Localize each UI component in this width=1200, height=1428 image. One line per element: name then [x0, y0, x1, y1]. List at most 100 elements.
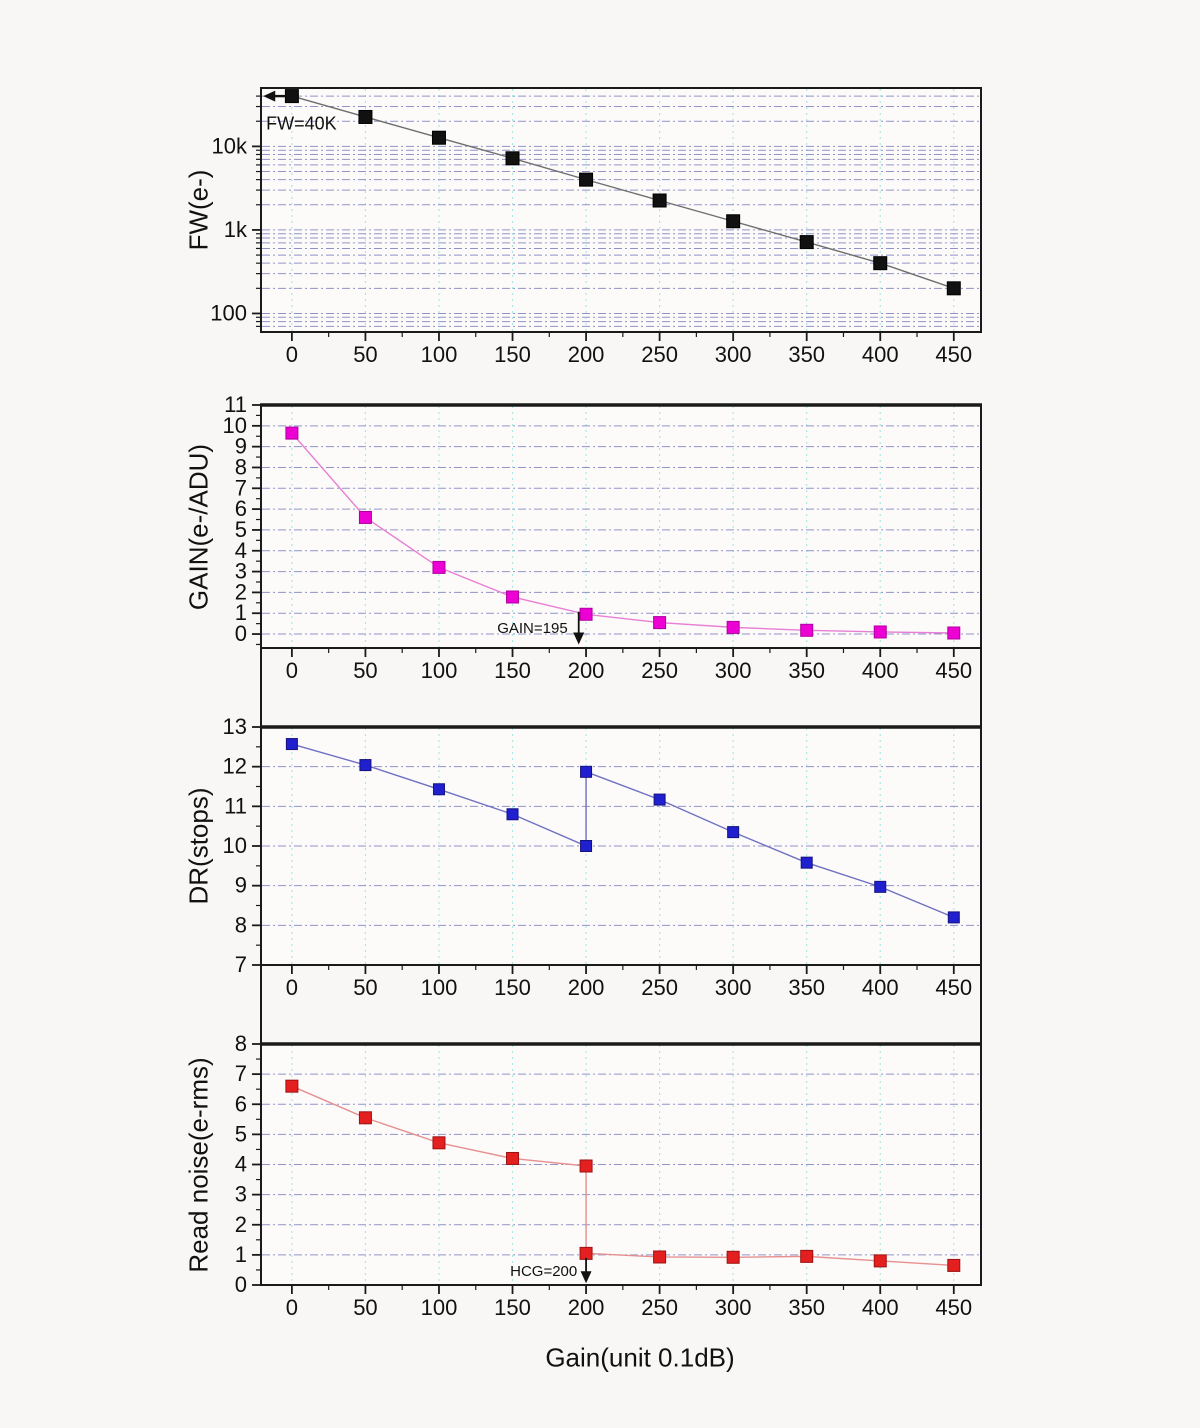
data-point-fw — [358, 109, 373, 124]
data-point-fw — [284, 89, 299, 104]
data-point-gain — [726, 620, 740, 634]
annotation-label-noise: HCG=200 — [510, 1263, 577, 1280]
data-point-gain — [579, 607, 593, 621]
y-tick-label: 4 — [235, 1152, 247, 1177]
y-tick-label: 0 — [235, 621, 247, 646]
y-tick-label: 1k — [224, 217, 248, 242]
x-tick-label: 100 — [421, 658, 458, 683]
x-tick-label: 150 — [494, 975, 531, 1000]
data-point-dr — [359, 759, 372, 772]
data-point-gain — [873, 625, 887, 639]
x-tick-label: 150 — [494, 342, 531, 367]
data-point-gain — [947, 626, 961, 640]
data-point-fw — [946, 281, 961, 296]
y-tick-label: 9 — [235, 434, 247, 459]
x-tick-label: 450 — [935, 658, 972, 683]
x-tick-label: 300 — [715, 1295, 752, 1320]
y-tick-label: 11 — [224, 793, 247, 818]
data-point-gain — [653, 616, 667, 630]
y-tick-label: 12 — [223, 754, 247, 779]
y-axis-title-fw: FW(e-) — [183, 169, 214, 251]
panel-dr: 7 8 9 10 11 12 13 0 50 100 150 200 250 300 350 400 450 — [223, 714, 982, 1000]
x-tick-label: 50 — [353, 658, 377, 683]
x-tick-label: 200 — [568, 658, 605, 683]
data-point-dr — [432, 783, 445, 796]
y-tick-label: 8 — [235, 912, 247, 937]
x-tick-label: 250 — [641, 342, 678, 367]
x-tick-label: 150 — [494, 658, 531, 683]
y-tick-label: 11 — [224, 392, 247, 417]
data-point-dr — [947, 911, 960, 924]
y-tick-label: 10k — [212, 133, 248, 158]
y-tick-label: 7 — [235, 475, 247, 500]
y-tick-label: 8 — [235, 1031, 247, 1056]
data-point-noise — [579, 1246, 593, 1260]
x-tick-label: 50 — [353, 342, 377, 367]
x-tick-label: 350 — [788, 342, 825, 367]
y-tick-label: 10 — [223, 833, 247, 858]
data-point-noise — [653, 1250, 667, 1264]
y-tick-label: 0 — [235, 1272, 247, 1297]
x-tick-label: 200 — [568, 975, 605, 1000]
x-tick-label: 100 — [421, 975, 458, 1000]
x-tick-label: 400 — [862, 1295, 899, 1320]
data-point-noise — [800, 1249, 814, 1263]
y-axis-title-dr: DR(stops) — [183, 787, 214, 905]
y-tick-label: 8 — [235, 454, 247, 479]
y-axis-title-read-noise: Read noise(e-rms) — [183, 1057, 214, 1273]
data-point-fw — [873, 256, 888, 271]
x-tick-label: 0 — [286, 1295, 298, 1320]
data-point-fw — [431, 130, 446, 145]
data-point-noise — [726, 1250, 740, 1264]
x-tick-label: 450 — [935, 975, 972, 1000]
data-point-noise — [285, 1079, 299, 1093]
x-tick-label: 0 — [286, 658, 298, 683]
data-point-gain — [285, 426, 299, 440]
y-tick-label: 100 — [210, 300, 247, 325]
panel-noise: 0 1 2 3 4 5 6 7 8 0 50 100 150 200 250 300 350 400 450 HCG=… — [235, 1031, 982, 1320]
x-tick-label: 450 — [935, 342, 972, 367]
x-tick-label: 50 — [353, 975, 377, 1000]
x-tick-label: 350 — [788, 658, 825, 683]
arrow-head — [580, 1271, 592, 1284]
x-tick-label: 0 — [286, 975, 298, 1000]
y-tick-label: 1 — [235, 600, 247, 625]
series-line-gain — [291, 432, 954, 634]
data-point-fw — [799, 235, 814, 250]
x-tick-label: 250 — [641, 975, 678, 1000]
y-tick-label: 1 — [235, 1242, 247, 1267]
data-point-gain — [358, 510, 372, 524]
arrow-head — [573, 632, 585, 645]
x-tick-label: 450 — [935, 1295, 972, 1320]
x-axis-title: Gain(unit 0.1dB) — [545, 1342, 735, 1373]
y-tick-label: 5 — [235, 517, 247, 542]
data-point-fw — [652, 193, 667, 208]
data-point-noise — [579, 1159, 593, 1173]
data-point-dr — [580, 840, 593, 852]
x-tick-label: 300 — [715, 975, 752, 1000]
plot-area — [261, 88, 981, 332]
data-point-noise — [873, 1254, 887, 1268]
y-tick-label: 3 — [235, 1182, 247, 1207]
data-point-fw — [505, 151, 520, 166]
y-tick-label: 6 — [235, 496, 247, 521]
x-tick-label: 150 — [494, 1295, 531, 1320]
x-tick-label: 350 — [788, 975, 825, 1000]
data-point-dr — [727, 826, 740, 839]
data-point-gain — [506, 590, 520, 604]
panel-fw: 100 1k 10k 0 50 100 150 200 250 300 350 400 450 FW=40… — [210, 87, 982, 367]
x-tick-label: 200 — [568, 1295, 605, 1320]
data-point-noise — [358, 1111, 372, 1125]
y-tick-label: 2 — [235, 1212, 247, 1237]
data-point-dr — [874, 880, 887, 893]
x-tick-label: 250 — [641, 1295, 678, 1320]
y-tick-label: 6 — [235, 1091, 247, 1116]
data-point-gain — [800, 623, 814, 637]
y-tick-label: 5 — [235, 1121, 247, 1146]
x-tick-label: 100 — [421, 342, 458, 367]
data-point-dr — [506, 808, 519, 821]
x-tick-label: 350 — [788, 1295, 825, 1320]
data-point-gain — [432, 560, 446, 574]
